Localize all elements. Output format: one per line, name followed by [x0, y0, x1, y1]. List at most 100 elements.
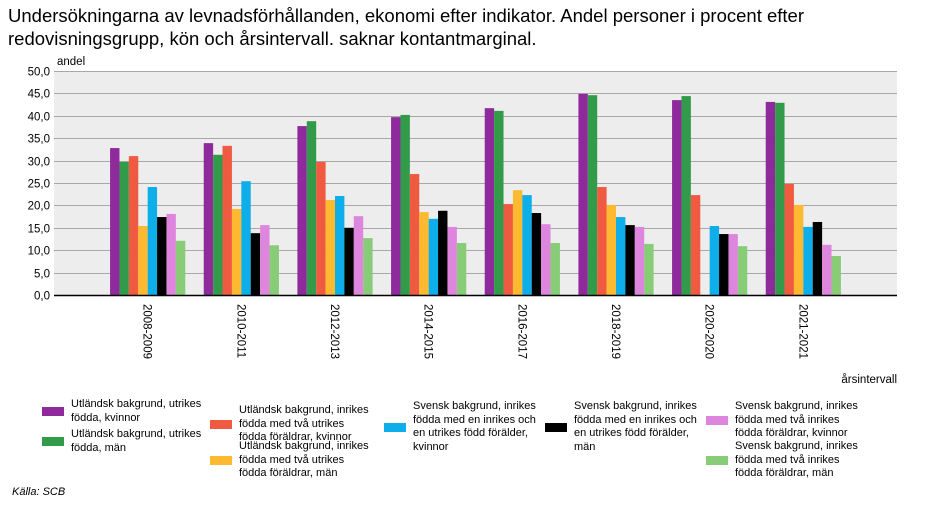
y-tick-label: 10,0 [28, 246, 50, 258]
legend-label: Utländsk bakgrund, utrikes födda, kvinno… [71, 398, 202, 424]
bar [110, 148, 120, 295]
bar [316, 161, 326, 295]
bars [110, 93, 841, 296]
legend-label: Svensk bakgrund, inrikes födda med två i… [735, 440, 858, 479]
y-tick-label: 45,0 [28, 89, 50, 101]
bar [428, 218, 439, 295]
source-note: Källa: SCB [12, 486, 66, 498]
bar [241, 181, 251, 295]
legend-item: Utländsk bakgrund, utrikes födda, män [42, 428, 203, 455]
bar [606, 204, 616, 295]
x-tick-label: 2018-2019 [609, 304, 621, 359]
bar [391, 117, 401, 295]
x-tick-label: 2016-2017 [515, 304, 527, 359]
y-tick-label: 0,0 [34, 291, 50, 303]
y-tick-label: 40,0 [28, 112, 50, 124]
legend-item: Svensk bakgrund, inrikes födda med en in… [545, 400, 706, 454]
bar [213, 154, 223, 295]
x-tick-labels: 2008-2009 2010-2011 2012-2013 2014-2015 2016… [141, 304, 809, 359]
bar [260, 225, 270, 295]
bar [512, 190, 523, 295]
bar [306, 121, 317, 296]
bar [681, 96, 691, 295]
bar [400, 114, 410, 296]
bar [541, 224, 551, 295]
bar [409, 174, 420, 295]
y-tick-label: 15,0 [28, 224, 50, 236]
bar [419, 212, 429, 295]
bar [484, 108, 495, 296]
x-tick-label: 2021-2021 [796, 304, 808, 359]
legend-label: Svensk bakgrund, inrikes födda med två i… [735, 400, 858, 439]
bar [522, 195, 532, 295]
legend-swatch [210, 419, 232, 429]
bar [531, 213, 542, 295]
legend-swatch [545, 422, 567, 432]
bar [222, 145, 232, 295]
bar [297, 126, 307, 295]
y-tick-label: 25,0 [28, 179, 50, 191]
bar [550, 243, 560, 295]
legend-label: Utländsk bakgrund, inrikes födda med två… [239, 440, 369, 479]
legend-swatch [42, 437, 64, 446]
x-tick-label: 2012-2013 [328, 304, 340, 359]
bar [166, 213, 176, 295]
bar [719, 234, 729, 295]
bar [644, 243, 654, 295]
bar [775, 102, 785, 295]
bar [578, 93, 588, 295]
legend-item: Utländsk bakgrund, inrikes födda med två… [210, 440, 371, 481]
bar [157, 217, 167, 295]
bar [737, 246, 748, 295]
legend-label: Utländsk bakgrund, utrikes födda, män [71, 428, 202, 454]
bar [175, 240, 186, 295]
bar [709, 226, 720, 295]
bar [793, 204, 804, 295]
chart-title: Undersökningarna av levnadsförhållanden,… [8, 5, 804, 49]
legend-label: Utländsk bakgrund, inrikes födda med två… [239, 404, 369, 443]
bar [147, 187, 158, 295]
legend-swatch [210, 455, 232, 465]
bar [728, 234, 738, 295]
legend-label: Svensk bakgrund, inrikes födda med en in… [413, 400, 536, 453]
bar [138, 226, 148, 295]
bar [812, 221, 823, 295]
legend-swatch [42, 407, 64, 416]
legend-item: Svensk bakgrund, inrikes födda med en in… [384, 400, 545, 454]
bar [438, 210, 448, 295]
bar [250, 233, 261, 295]
bar [119, 161, 129, 295]
bar [765, 101, 776, 295]
x-axis-label: årsintervall [841, 374, 897, 386]
y-tick-labels: 0,0 5,0 10,0 15,0 20,0 25,0 30,0 35,0 40,0 45,0 50… [28, 67, 50, 303]
bar [447, 226, 457, 295]
bar [690, 195, 701, 295]
bar [634, 226, 645, 295]
legend-swatch [384, 422, 406, 432]
bar [587, 95, 598, 295]
bar [822, 244, 832, 295]
bar [625, 225, 635, 295]
x-tick-label: 2010-2011 [234, 304, 246, 358]
bar [363, 238, 373, 295]
y-tick-label: 35,0 [28, 134, 50, 146]
bar [335, 195, 345, 295]
bar [494, 110, 504, 296]
bar [672, 100, 682, 296]
y-tick-label: 50,0 [28, 67, 50, 79]
bar [616, 217, 626, 295]
y-tick-label: 5,0 [34, 269, 50, 281]
legend-item: Svensk bakgrund, inrikes födda med två i… [706, 440, 867, 481]
y-axis-label: andel [57, 56, 86, 68]
bar [128, 156, 139, 295]
bar [231, 208, 242, 295]
y-tick-label: 20,0 [28, 201, 50, 213]
bar [784, 183, 794, 295]
gridlines [54, 71, 897, 274]
x-tick-label: 2008-2009 [141, 304, 153, 359]
legend-swatch [706, 455, 728, 465]
bar [203, 143, 214, 295]
bar [269, 245, 279, 295]
y-tick-label: 30,0 [28, 157, 50, 169]
